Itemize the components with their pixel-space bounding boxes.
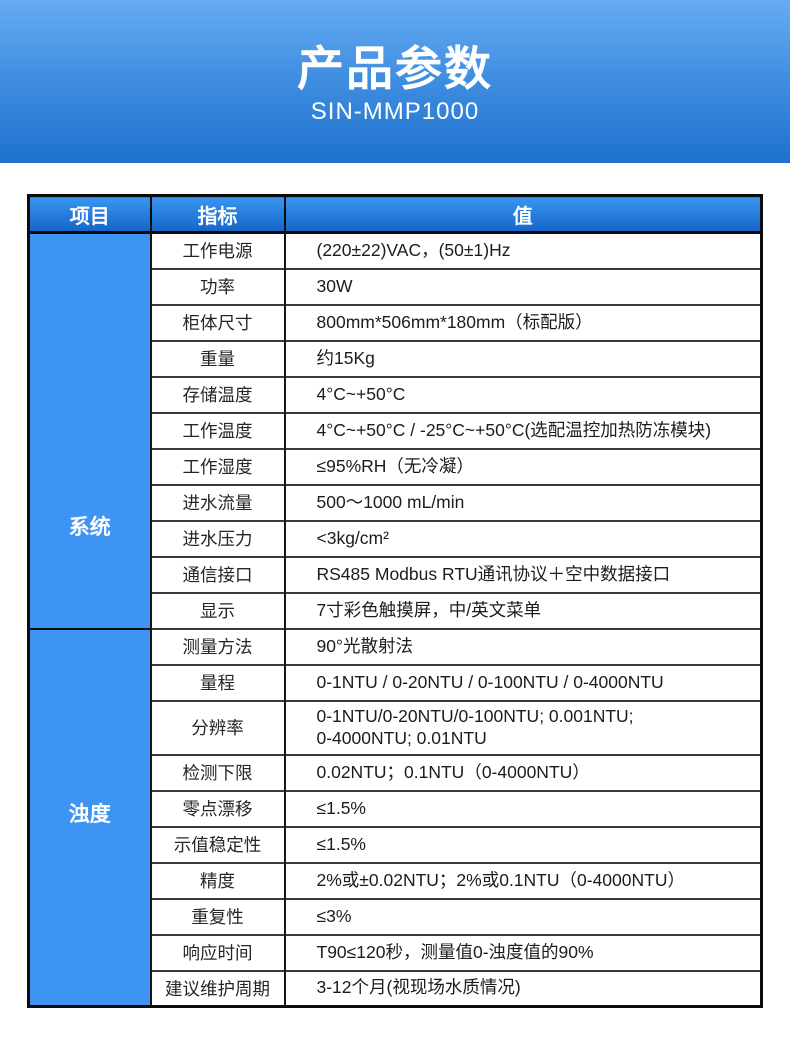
table-row: 系统 工作电源 (220±22)VAC，(50±1)Hz — [27, 231, 762, 629]
table-row: 进水压力 <3kg/cm² — [29, 519, 762, 557]
spec-label: 量程 — [149, 663, 285, 701]
spec-label: 零点漂移 — [149, 789, 285, 827]
table-row: 响应时间 T90≤120秒，测量值0-浊度值的90% — [29, 933, 762, 971]
table-row: 精度 2%或±0.02NTU；2%或0.1NTU（0-4000NTU） — [29, 861, 762, 899]
section-cell-system: 系统 — [27, 231, 151, 629]
table-row: 重复性 ≤3% — [29, 897, 762, 935]
spec-value: ≤1.5% — [283, 825, 762, 863]
spec-value: 7寸彩色触摸屏，中/英文菜单 — [283, 591, 762, 629]
spec-value: T90≤120秒，测量值0-浊度值的90% — [283, 933, 762, 971]
spec-label: 响应时间 — [149, 933, 285, 971]
spec-table: 项目 指标 值 系统 工作电源 (220±22)VAC，(50±1)Hz 功率 30W 柜… — [27, 194, 763, 1008]
header-row: 项目 指标 值 — [27, 195, 762, 234]
column-header-value: 值 — [283, 195, 762, 234]
table-row: 工作温度 4°C~+50°C / -25°C~+50°C(选配温控加热防冻模块) — [29, 411, 762, 449]
spec-label: 示值稳定性 — [149, 825, 285, 863]
spec-value: 0.02NTU；0.1NTU（0-4000NTU） — [283, 753, 762, 791]
table-row: 浊度 测量方法 90°光散射法 — [27, 627, 762, 1007]
spec-value: 90°光散射法 — [283, 627, 762, 665]
spec-label: 存储温度 — [149, 375, 285, 413]
section-label: 浊度 — [68, 802, 111, 826]
spec-value: 500～1000 mL/min — [283, 483, 762, 521]
banner: 产品参数 SIN-MMP1000 — [0, 0, 790, 163]
spec-label: 工作湿度 — [149, 447, 285, 485]
table-row: 进水流量 500～1000 mL/min — [29, 483, 762, 521]
spec-value: (220±22)VAC，(50±1)Hz — [283, 231, 762, 269]
spec-label: 工作温度 — [149, 411, 285, 449]
model-number: SIN-MMP1000 — [310, 98, 480, 126]
table-row: 存储温度 4°C~+50°C — [29, 375, 762, 413]
spec-value: <3kg/cm² — [283, 519, 762, 557]
spec-label: 工作电源 — [149, 231, 285, 269]
spec-value: RS485 Modbus RTU通讯协议＋空中数据接口 — [283, 555, 762, 593]
spec-value: ≤3% — [283, 897, 762, 935]
spec-value: 2%或±0.02NTU；2%或0.1NTU（0-4000NTU） — [283, 861, 762, 899]
table-row: 通信接口 RS485 Modbus RTU通讯协议＋空中数据接口 — [29, 555, 762, 593]
column-header-item: 项目 — [27, 195, 151, 234]
spec-value: 800mm*506mm*180mm（标配版） — [283, 303, 762, 341]
spec-label: 进水压力 — [149, 519, 285, 557]
table-row: 柜体尺寸 800mm*506mm*180mm（标配版） — [29, 303, 762, 341]
spec-value: 3-12个月(视现场水质情况) — [283, 969, 762, 1007]
spec-label: 通信接口 — [149, 555, 285, 593]
table-row: 检测下限 0.02NTU；0.1NTU（0-4000NTU） — [29, 753, 762, 791]
spec-label: 建议维护周期 — [149, 969, 285, 1007]
spec-label: 重量 — [149, 339, 285, 377]
table-row: 量程 0-1NTU / 0-20NTU / 0-100NTU / 0-4000NT… — [29, 663, 762, 701]
spec-table-body: 系统 工作电源 (220±22)VAC，(50±1)Hz 功率 30W 柜体尺寸 800mm… — [27, 231, 762, 1007]
spec-value: ≤95%RH（无冷凝） — [283, 447, 762, 485]
table-row: 分辨率 0-1NTU/0-20NTU/0-100NTU; 0.001NTU; 0-… — [29, 699, 762, 755]
spec-value: 4°C~+50°C / -25°C~+50°C(选配温控加热防冻模块) — [283, 411, 762, 449]
table-row: 显示 7寸彩色触摸屏，中/英文菜单 — [29, 591, 762, 629]
spec-label: 精度 — [149, 861, 285, 899]
column-header-indicator: 指标 — [149, 195, 285, 234]
section-label: 系统 — [68, 516, 111, 539]
spec-label: 分辨率 — [149, 699, 285, 755]
table-row: 零点漂移 ≤1.5% — [29, 789, 762, 827]
section-cell-turbidity: 浊度 — [27, 627, 151, 1007]
spec-label: 检测下限 — [149, 753, 285, 791]
table-row: 功率 30W — [29, 267, 762, 305]
table-row: 工作湿度 ≤95%RH（无冷凝） — [29, 447, 762, 485]
spec-label: 柜体尺寸 — [149, 303, 285, 341]
table-row: 重量 约15Kg — [29, 339, 762, 377]
page-title: 产品参数 — [297, 42, 493, 95]
spec-label: 重复性 — [149, 897, 285, 935]
spec-value: 0-1NTU / 0-20NTU / 0-100NTU / 0-4000NTU — [283, 663, 762, 701]
spec-value: 4°C~+50°C — [283, 375, 762, 413]
spec-label: 显示 — [149, 591, 285, 629]
spec-value: 0-1NTU/0-20NTU/0-100NTU; 0.001NTU; 0-400… — [283, 699, 762, 755]
spec-label: 功率 — [149, 267, 285, 305]
table-row: 示值稳定性 ≤1.5% — [29, 825, 762, 863]
spec-label: 进水流量 — [149, 483, 285, 521]
spec-value: 30W — [283, 267, 762, 305]
spec-value: ≤1.5% — [283, 789, 762, 827]
table-row: 建议维护周期 3-12个月(视现场水质情况) — [29, 969, 762, 1007]
spec-value: 约15Kg — [283, 339, 762, 377]
spec-label: 测量方法 — [149, 627, 285, 665]
spec-table-header: 项目 指标 值 — [27, 195, 762, 234]
